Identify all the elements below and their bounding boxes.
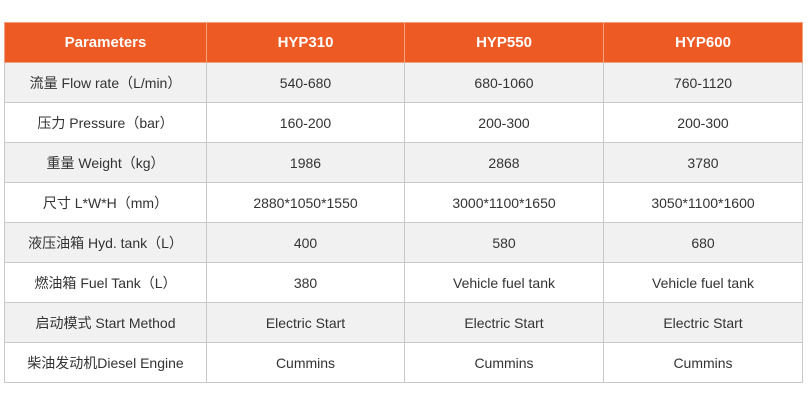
header-parameters: Parameters	[4, 22, 207, 63]
table-cell: 200-300	[404, 102, 604, 143]
row-label-start-method: 启动模式 Start Method	[4, 302, 207, 343]
row-label-weight: 重量 Weight（kg）	[4, 142, 207, 183]
table-cell: Electric Start	[206, 302, 405, 343]
table-cell: 580	[404, 222, 604, 263]
spec-table: Parameters HYP310 HYP550 HYP600 流量 Flow …	[4, 22, 803, 383]
table-row: 压力 Pressure（bar） 160-200 200-300 200-300	[4, 102, 803, 143]
header-hyp600: HYP600	[603, 22, 803, 63]
table-cell: Cummins	[603, 342, 803, 383]
table-cell: 680-1060	[404, 62, 604, 103]
table-cell: 3000*1100*1650	[404, 182, 604, 223]
table-row: 液压油箱 Hyd. tank（L） 400 580 680	[4, 222, 803, 263]
row-label-fuel-tank: 燃油箱 Fuel Tank（L）	[4, 262, 207, 303]
row-label-diesel-engine: 柴油发动机Diesel Engine	[4, 342, 207, 383]
header-row: Parameters HYP310 HYP550 HYP600	[4, 22, 803, 63]
table-row: 柴油发动机Diesel Engine Cummins Cummins Cummi…	[4, 342, 803, 383]
table-cell: 2880*1050*1550	[206, 182, 405, 223]
header-hyp310: HYP310	[206, 22, 405, 63]
table-cell: 680	[603, 222, 803, 263]
row-label-pressure: 压力 Pressure（bar）	[4, 102, 207, 143]
table-cell: 380	[206, 262, 405, 303]
table-cell: Electric Start	[603, 302, 803, 343]
table-cell: 540-680	[206, 62, 405, 103]
table-row: 重量 Weight（kg） 1986 2868 3780	[4, 142, 803, 183]
table-header: Parameters HYP310 HYP550 HYP600	[4, 22, 803, 63]
table-cell: 200-300	[603, 102, 803, 143]
table-cell: Vehicle fuel tank	[603, 262, 803, 303]
spec-table-container: Parameters HYP310 HYP550 HYP600 流量 Flow …	[4, 22, 803, 383]
table-cell: 3780	[603, 142, 803, 183]
table-cell: Cummins	[206, 342, 405, 383]
table-row: 尺寸 L*W*H（mm） 2880*1050*1550 3000*1100*16…	[4, 182, 803, 223]
table-cell: Cummins	[404, 342, 604, 383]
row-label-hyd-tank: 液压油箱 Hyd. tank（L）	[4, 222, 207, 263]
table-cell: 2868	[404, 142, 604, 183]
row-label-dimensions: 尺寸 L*W*H（mm）	[4, 182, 207, 223]
table-cell: 160-200	[206, 102, 405, 143]
table-row: 燃油箱 Fuel Tank（L） 380 Vehicle fuel tank V…	[4, 262, 803, 303]
table-cell: 3050*1100*1600	[603, 182, 803, 223]
table-cell: 760-1120	[603, 62, 803, 103]
row-label-flow-rate: 流量 Flow rate（L/min）	[4, 62, 207, 103]
table-row: 启动模式 Start Method Electric Start Electri…	[4, 302, 803, 343]
table-cell: Vehicle fuel tank	[404, 262, 604, 303]
table-body: 流量 Flow rate（L/min） 540-680 680-1060 760…	[4, 62, 803, 383]
table-row: 流量 Flow rate（L/min） 540-680 680-1060 760…	[4, 62, 803, 103]
table-cell: 400	[206, 222, 405, 263]
header-hyp550: HYP550	[404, 22, 604, 63]
table-cell: Electric Start	[404, 302, 604, 343]
table-cell: 1986	[206, 142, 405, 183]
